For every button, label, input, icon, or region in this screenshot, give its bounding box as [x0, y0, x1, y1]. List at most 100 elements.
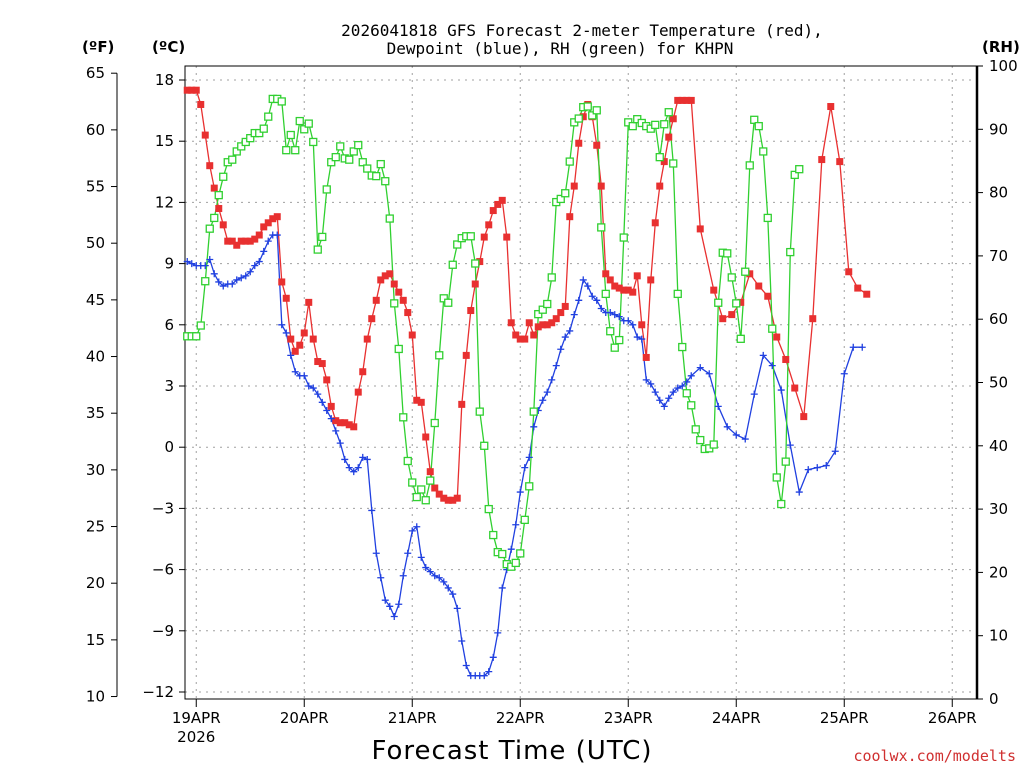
rh-point: [259, 124, 268, 133]
temperature-point: [210, 184, 218, 192]
temperature-point: [656, 182, 664, 190]
temperature-point: [386, 270, 394, 278]
rh-point: [561, 189, 570, 198]
rh-point: [385, 214, 394, 223]
rh-point: [372, 171, 381, 181]
dewpoint-point: [611, 311, 619, 319]
dewpoint-point: [539, 396, 547, 404]
dewpoint-point: [440, 578, 448, 586]
rh-point: [682, 389, 691, 398]
temperature-point: [372, 296, 380, 304]
rh-point: [466, 232, 475, 241]
rh-point: [228, 155, 237, 164]
temperature-point: [611, 282, 619, 290]
rh-tick-label: 100: [989, 57, 1018, 75]
rh-point: [777, 499, 786, 509]
temperature-point: [354, 388, 362, 396]
temperature-point: [665, 133, 673, 141]
x-tick-sublabel: 2026: [177, 728, 215, 746]
temperature-point: [836, 158, 844, 166]
rh-point: [745, 161, 754, 170]
dewpoint-point: [795, 488, 803, 496]
temperature-point: [548, 319, 556, 327]
rh-point: [772, 473, 781, 482]
dewpoint-point: [516, 488, 524, 496]
dewpoint-point: [350, 468, 358, 476]
rh-point: [430, 418, 439, 428]
temperature-point: [206, 162, 214, 170]
fahrenheit-tick-label: 55: [86, 178, 105, 196]
dewpoint-point: [777, 386, 785, 394]
temperature-point: [696, 225, 704, 233]
rh-point: [664, 108, 673, 117]
rh-point: [565, 157, 574, 166]
rh-point: [358, 158, 367, 167]
temperature-point: [458, 400, 466, 408]
temperature-point: [597, 182, 605, 190]
dewpoint-point: [426, 568, 434, 576]
rh-point: [556, 194, 565, 204]
dewpoint-point: [219, 282, 227, 290]
temperature-point: [539, 321, 547, 329]
dewpoint-point: [354, 464, 362, 472]
rh-point: [741, 267, 750, 276]
dewpoint-point: [597, 304, 605, 312]
temperature-point: [710, 286, 718, 294]
dewpoint-point: [543, 388, 551, 396]
dewpoint-point: [480, 672, 488, 680]
temperature-point: [845, 268, 853, 276]
temperature-point: [593, 141, 601, 149]
dewpoint-point: [228, 280, 236, 288]
rh-point: [727, 273, 736, 282]
rh-point: [291, 146, 300, 155]
rh-point: [732, 299, 741, 308]
temperature-point: [557, 309, 565, 317]
temperature-point: [476, 258, 484, 266]
rh-point: [759, 147, 768, 156]
rh-point: [453, 240, 462, 249]
temperature-point: [651, 219, 659, 227]
dewpoint-point: [215, 278, 223, 286]
dewpoint-point: [530, 423, 538, 431]
fahrenheit-tick-label: 50: [86, 234, 105, 252]
dewpoint-point: [305, 382, 313, 390]
temperature-point: [552, 315, 560, 323]
temperature-point: [435, 490, 443, 498]
rh-point: [300, 125, 309, 134]
dewpoint-point: [386, 602, 394, 610]
temperature-point: [642, 353, 650, 361]
rh-point: [597, 223, 606, 232]
dewpoint-point: [282, 329, 290, 337]
temperature-point: [431, 484, 439, 492]
dewpoint-point: [561, 333, 569, 341]
dewpoint-point: [606, 309, 614, 317]
fahrenheit-tick-label: 20: [86, 574, 105, 592]
rh-tick-label: 90: [989, 120, 1008, 138]
temperature-point: [224, 237, 232, 245]
rh-point: [435, 351, 444, 360]
temperature-point: [426, 468, 434, 476]
dewpoint-point: [683, 378, 691, 386]
temperature-point: [800, 413, 808, 421]
dewpoint-point: [831, 447, 839, 455]
rh-point: [237, 142, 246, 151]
rh-tick-label: 60: [989, 310, 1008, 328]
dewpoint-point: [183, 258, 191, 266]
rh-point: [687, 401, 696, 410]
dewpoint-point: [723, 423, 731, 431]
temperature-point: [381, 272, 389, 280]
temperature-point: [543, 321, 551, 329]
fahrenheit-tick-label: 15: [86, 631, 105, 649]
dewpoint-point: [404, 549, 412, 557]
series-line-rh: [187, 98, 800, 568]
temperature-point: [341, 419, 349, 427]
temperature-point: [197, 100, 205, 108]
rh-point: [574, 114, 583, 123]
dewpoint-point: [377, 574, 385, 582]
dewpoint-point: [408, 527, 416, 535]
temperature-point: [525, 319, 533, 327]
rh-tick-label: 30: [989, 500, 1008, 518]
rh-point: [309, 137, 318, 147]
rh-point: [439, 294, 448, 303]
